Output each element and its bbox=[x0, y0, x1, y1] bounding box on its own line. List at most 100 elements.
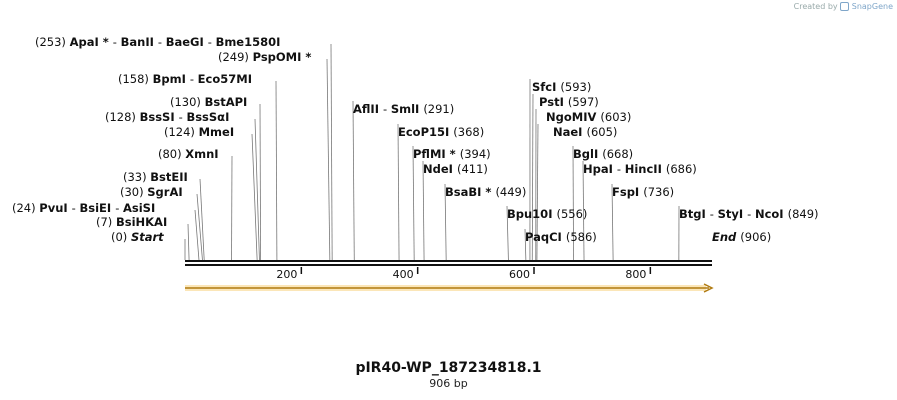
leader-line bbox=[582, 160, 585, 261]
site-separator: - bbox=[747, 207, 755, 221]
site-label[interactable]: (7) BsiHKAI bbox=[96, 215, 167, 229]
site-position: (291) bbox=[423, 102, 454, 116]
site-position: (30) bbox=[120, 185, 147, 199]
site-position: (128) bbox=[105, 110, 140, 124]
site-label[interactable]: BtgI - StyI - NcoI (849) bbox=[679, 207, 819, 221]
leader-line bbox=[196, 193, 203, 261]
site-label[interactable]: NaeI (605) bbox=[553, 125, 617, 139]
site-label[interactable]: (253) ApaI * - BanII - BaeGI - Bme1580I bbox=[35, 35, 280, 49]
site-label[interactable]: EcoP15I (368) bbox=[398, 125, 484, 139]
site-position: (686) bbox=[666, 162, 697, 176]
leader-line bbox=[536, 123, 539, 261]
enzyme-name: PvuI bbox=[39, 201, 71, 215]
enzyme-name: BglI bbox=[573, 147, 602, 161]
enzyme-name: SgrAI bbox=[147, 185, 182, 199]
enzyme-name: NdeI bbox=[423, 162, 457, 176]
enzyme-name: AflII bbox=[353, 102, 383, 116]
leader-line bbox=[422, 160, 425, 261]
site-label[interactable]: HpaI - HincII (686) bbox=[583, 162, 697, 176]
enzyme-name: BssSαI bbox=[186, 110, 229, 124]
site-label[interactable]: BglI (668) bbox=[573, 147, 633, 161]
leader-line bbox=[444, 183, 447, 261]
site-label[interactable]: Bpu10I (556) bbox=[507, 207, 587, 221]
axis-tick-label: 200 bbox=[276, 268, 297, 281]
site-labels: (253) ApaI * - BanII - BaeGI - Bme1580I … bbox=[12, 35, 819, 244]
site-position: (906) bbox=[740, 230, 771, 244]
site-label[interactable]: (0) Start bbox=[111, 230, 164, 244]
enzyme-name: BsiEI bbox=[79, 201, 115, 215]
site-separator: - bbox=[113, 35, 121, 49]
leader-line bbox=[397, 123, 400, 261]
site-label[interactable]: AflII - SmlI (291) bbox=[353, 102, 454, 116]
site-position: (411) bbox=[457, 162, 488, 176]
enzyme-name: NgoMIV bbox=[546, 110, 600, 124]
site-label[interactable]: SfcI (593) bbox=[532, 80, 591, 94]
leader-line bbox=[506, 205, 509, 261]
site-label[interactable]: End (906) bbox=[712, 230, 771, 244]
feature-arrow[interactable] bbox=[185, 283, 714, 293]
site-label[interactable]: PaqCI (586) bbox=[525, 230, 597, 244]
site-position: (249) bbox=[218, 50, 253, 64]
enzyme-name: ApaI * bbox=[70, 35, 113, 49]
leader-line bbox=[611, 183, 614, 261]
site-label[interactable]: (80) XmnI bbox=[158, 147, 219, 161]
enzyme-name: BsiHKAI bbox=[116, 215, 167, 229]
site-separator: - bbox=[115, 201, 123, 215]
site-label[interactable]: (249) PspOMI * bbox=[218, 50, 311, 64]
site-separator: - bbox=[158, 35, 166, 49]
site-label[interactable]: (33) BstEII bbox=[123, 170, 188, 184]
plasmid-size: 906 bp bbox=[429, 377, 468, 390]
enzyme-name: Bme1580I bbox=[216, 35, 281, 49]
enzyme-name: PspOMI * bbox=[253, 50, 312, 64]
site-separator: - bbox=[179, 110, 187, 124]
leader-line bbox=[194, 209, 200, 261]
site-position: (368) bbox=[453, 125, 484, 139]
site-position: (0) bbox=[111, 230, 131, 244]
site-label[interactable]: NgoMIV (603) bbox=[546, 110, 631, 124]
site-position: (33) bbox=[123, 170, 150, 184]
site-label[interactable]: (158) BpmI - Eco57MI bbox=[118, 72, 252, 86]
enzyme-name: NcoI bbox=[755, 207, 788, 221]
site-separator: - bbox=[190, 72, 198, 86]
leader-line bbox=[352, 100, 355, 261]
axis-tick-label: 400 bbox=[393, 268, 414, 281]
leader-line bbox=[330, 43, 333, 261]
enzyme-name: Eco57MI bbox=[198, 72, 252, 86]
site-separator: - bbox=[383, 102, 391, 116]
site-position: (603) bbox=[600, 110, 631, 124]
site-label[interactable]: FspI (736) bbox=[612, 185, 674, 199]
site-label[interactable]: (24) PvuI - BsiEI - AsiSI bbox=[12, 201, 155, 215]
leader-line bbox=[251, 133, 258, 261]
enzyme-name: AsiSI bbox=[123, 201, 155, 215]
site-label[interactable]: NdeI (411) bbox=[423, 162, 488, 176]
site-label[interactable]: PstI (597) bbox=[539, 95, 599, 109]
leader-line bbox=[524, 228, 527, 261]
leader-line bbox=[275, 80, 278, 261]
enzyme-name: HpaI bbox=[583, 162, 617, 176]
axis-tick-label: 600 bbox=[509, 268, 530, 281]
site-label[interactable]: (30) SgrAI bbox=[120, 185, 183, 199]
site-label[interactable]: BsaBI * (449) bbox=[445, 185, 526, 199]
enzyme-name: EcoP15I bbox=[398, 125, 453, 139]
leader-line bbox=[254, 118, 260, 261]
site-label[interactable]: PflMI * (394) bbox=[413, 147, 491, 161]
axis-tick-label: 800 bbox=[625, 268, 646, 281]
enzyme-name: XmnI bbox=[185, 147, 218, 161]
site-label[interactable]: (130) BstAPI bbox=[170, 95, 247, 109]
leader-line bbox=[326, 58, 331, 261]
site-position: (449) bbox=[495, 185, 526, 199]
credit-brand: SnapGene bbox=[851, 2, 893, 11]
site-separator: - bbox=[72, 201, 80, 215]
enzyme-name: BstAPI bbox=[205, 95, 248, 109]
enzyme-name: PstI bbox=[539, 95, 568, 109]
enzyme-name: PflMI * bbox=[413, 147, 460, 161]
site-label[interactable]: (124) MmeI bbox=[164, 125, 234, 139]
site-label[interactable]: (128) BssSI - BssSαI bbox=[105, 110, 229, 124]
site-separator: - bbox=[208, 35, 216, 49]
enzyme-name: BssSI bbox=[140, 110, 179, 124]
credit-prefix: Created by bbox=[793, 2, 838, 11]
site-position: (605) bbox=[586, 125, 617, 139]
enzyme-name: StyI bbox=[718, 207, 748, 221]
enzyme-name: FspI bbox=[612, 185, 643, 199]
enzyme-name: NaeI bbox=[553, 125, 586, 139]
